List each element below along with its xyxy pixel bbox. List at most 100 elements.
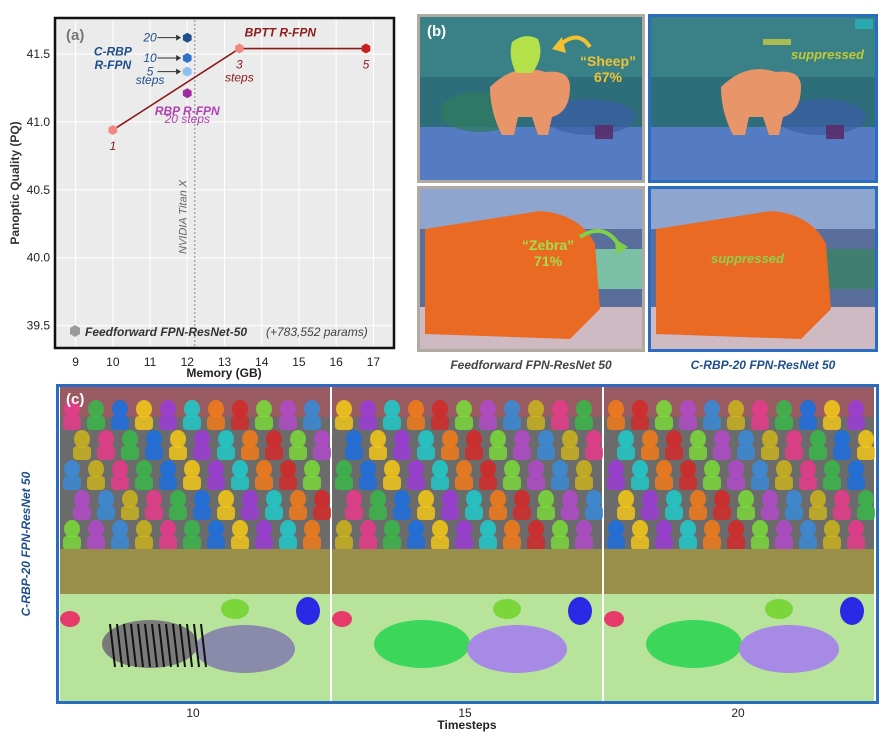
x-tick-label: 15 (292, 355, 306, 369)
person-mask (394, 430, 410, 448)
person-mask (184, 520, 200, 538)
zebra-stripe (186, 623, 193, 668)
person-body-mask (617, 446, 635, 460)
person-mask (432, 400, 448, 418)
person-body-mask (183, 416, 201, 430)
person-body-mask (631, 476, 649, 490)
person-mask (728, 400, 744, 418)
person-mask (408, 520, 424, 538)
person-body-mask (631, 536, 649, 550)
person-mask (160, 400, 176, 418)
person-body-mask (369, 446, 387, 460)
person-mask (370, 430, 386, 448)
person-body-mask (393, 506, 411, 520)
person-body-mask (369, 506, 387, 520)
person-body-mask (799, 476, 817, 490)
crbp-series-name-2: R-FPN (94, 58, 131, 72)
crbp-point-label: 20 (142, 31, 157, 45)
crbp-point (182, 32, 192, 43)
person-body-mask (63, 536, 81, 550)
person-body-mask (145, 506, 163, 520)
person-mask (88, 460, 104, 478)
person-body-mask (585, 506, 603, 520)
crbp-pointer-arrow (176, 55, 182, 62)
person-body-mask (407, 536, 425, 550)
person-mask (418, 490, 434, 508)
person-body-mask (751, 416, 769, 430)
person-mask (504, 460, 520, 478)
y-tick-label: 39.5 (27, 319, 51, 333)
person-body-mask (561, 506, 579, 520)
person-mask (858, 490, 874, 508)
person-mask (88, 400, 104, 418)
zebra-mask (296, 597, 320, 625)
zebra-mask (739, 625, 839, 673)
bear-crbp-image: suppressed (648, 14, 878, 183)
person-body-mask (537, 506, 555, 520)
person-mask (242, 430, 258, 448)
person-body-mask (479, 416, 497, 430)
person-mask (680, 400, 696, 418)
person-mask (394, 490, 410, 508)
person-mask (834, 490, 850, 508)
zebra-background (332, 549, 602, 594)
person-body-mask (655, 536, 673, 550)
person-body-mask (679, 416, 697, 430)
person-mask (384, 460, 400, 478)
zebra-background (604, 549, 874, 594)
person-body-mask (335, 476, 353, 490)
person-body-mask (465, 506, 483, 520)
bptt-steps-word: steps (225, 71, 254, 85)
person-mask (848, 520, 864, 538)
person-mask (64, 520, 80, 538)
person-mask (656, 400, 672, 418)
person-mask (314, 490, 330, 508)
zebra-mask (221, 599, 249, 619)
person-mask (576, 460, 592, 478)
person-mask (834, 430, 850, 448)
zebra-stripe (130, 623, 137, 668)
person-mask (98, 490, 114, 508)
person-body-mask (431, 476, 449, 490)
person-mask (336, 460, 352, 478)
person-body-mask (833, 446, 851, 460)
person-mask (232, 520, 248, 538)
person-body-mask (833, 506, 851, 520)
caption-feedforward: Feedforward FPN-ResNet 50 (450, 358, 612, 372)
person-body-mask (255, 476, 273, 490)
person-mask (408, 400, 424, 418)
person-mask (408, 460, 424, 478)
person-body-mask (713, 446, 731, 460)
person-body-mask (703, 536, 721, 550)
person-mask (146, 490, 162, 508)
person-mask (514, 430, 530, 448)
person-mask (714, 490, 730, 508)
person-body-mask (489, 446, 507, 460)
train-feedforward-image: “Zebra” 71% (417, 186, 645, 352)
person-mask (776, 520, 792, 538)
person-body-mask (111, 416, 129, 430)
person-mask (146, 430, 162, 448)
person-body-mask (63, 476, 81, 490)
person-body-mask (847, 476, 865, 490)
person-mask (608, 460, 624, 478)
person-body-mask (575, 416, 593, 430)
x-tick-label: 17 (367, 355, 381, 369)
bptt-point-label: 5 (363, 58, 370, 72)
person-mask (752, 460, 768, 478)
person-body-mask (585, 446, 603, 460)
person-body-mask (503, 476, 521, 490)
person-body-mask (289, 446, 307, 460)
person-mask (480, 520, 496, 538)
person-body-mask (207, 476, 225, 490)
person-body-mask (255, 416, 273, 430)
person-mask (632, 460, 648, 478)
person-mask (256, 460, 272, 478)
person-body-mask (857, 446, 875, 460)
person-mask (170, 430, 186, 448)
zebra-mask (765, 599, 793, 619)
person-mask (562, 430, 578, 448)
person-body-mask (303, 476, 321, 490)
person-mask (432, 520, 448, 538)
